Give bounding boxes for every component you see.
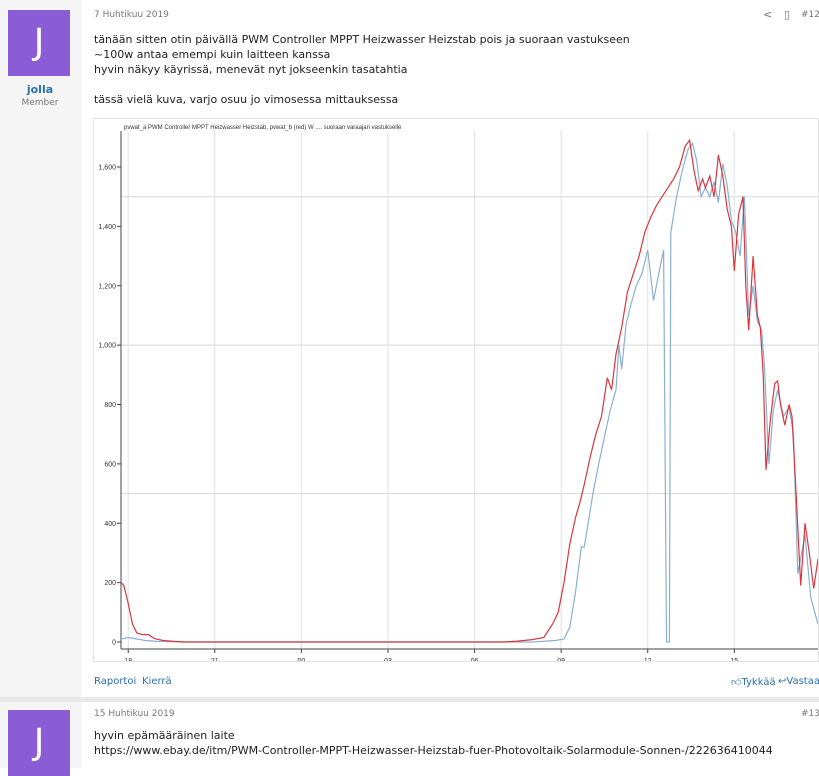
y-tick-label: 800 — [104, 402, 116, 409]
y-tick-label: 1,200 — [98, 283, 116, 290]
y-tick-label: 1,600 — [98, 165, 116, 172]
user-role: Member — [21, 98, 59, 108]
post-date[interactable]: 15 Huhtikuu 2019 — [94, 709, 175, 719]
y-tick-label: 0 — [112, 640, 116, 647]
chart: pvwat_a PWM Controller MPPT Heizwasser H… — [93, 118, 819, 662]
x-tick-label: 12 — [644, 658, 652, 662]
post-text: hyvin epämääräinen laite — [94, 729, 235, 742]
like-button[interactable]: 👍︎Tykkää — [731, 677, 776, 688]
post-text: hyvin näkyy käyrissä, menevät nyt joksee… — [94, 63, 408, 76]
x-tick-label: 00 — [297, 658, 305, 662]
line-series — [120, 138, 818, 643]
reply-button[interactable]: ↩Vastaa — [778, 676, 819, 687]
x-tick-label: 06 — [471, 658, 479, 662]
quote-link[interactable]: Kierrä — [142, 676, 172, 687]
separator — [0, 697, 819, 702]
post-number[interactable]: #12 — [801, 10, 819, 20]
post-link[interactable]: https://www.ebay.de/itm/PWM-Controller-M… — [94, 744, 773, 757]
line-series — [120, 141, 818, 643]
y-tick-label: 1,400 — [98, 224, 116, 231]
like-label: Tykkää — [741, 677, 776, 688]
avatar[interactable]: J — [8, 710, 70, 776]
post-number[interactable]: #13 — [801, 709, 819, 719]
x-tick-label: 15 — [730, 658, 738, 662]
y-tick-label: 1,000 — [98, 343, 116, 350]
x-tick-label: 18 — [124, 658, 132, 662]
y-tick-label: 600 — [104, 461, 116, 468]
post-text: ~100w antaa emempi kuin laitteen kanssa — [94, 48, 331, 61]
x-tick-label: 21 — [211, 658, 219, 662]
y-tick-label: 200 — [104, 580, 116, 587]
post-text: tässä vielä kuva, varjo osuu jo vimosess… — [94, 93, 399, 106]
chart-title: pvwat_a PWM Controller MPPT Heizwasser H… — [124, 125, 402, 131]
username[interactable]: jolla — [26, 83, 54, 96]
bookmark-icon[interactable]: ▯ — [784, 8, 791, 21]
sidebar — [0, 0, 82, 697]
share-icon[interactable]: < — [763, 8, 773, 21]
avatar[interactable]: J — [8, 10, 70, 76]
x-tick-label: 09 — [557, 658, 565, 662]
post-date[interactable]: 7 Huhtikuu 2019 — [94, 10, 169, 20]
x-tick-label: 03 — [384, 658, 392, 662]
report-link[interactable]: Raportoi — [94, 676, 137, 687]
post-text: tänään sitten otin päivällä PWM Controll… — [94, 33, 630, 46]
reply-label: Vastaa — [786, 676, 819, 687]
y-tick-label: 400 — [104, 521, 116, 528]
